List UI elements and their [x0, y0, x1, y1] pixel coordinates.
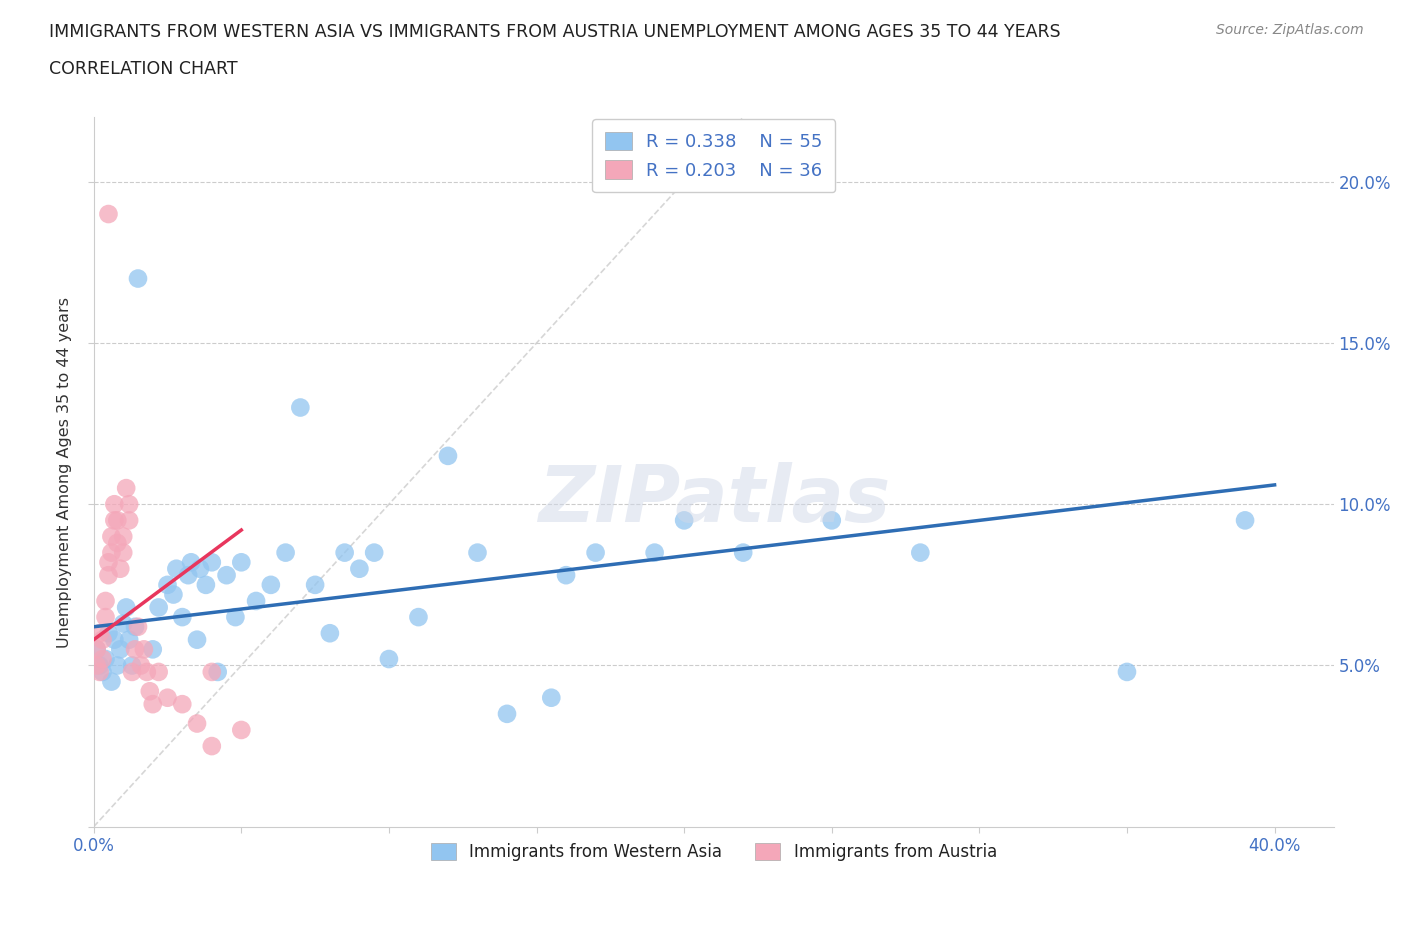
- Point: [97, 626, 120, 641]
- Point: [201, 738, 224, 753]
- Point: [333, 545, 356, 560]
- Point: [103, 513, 125, 528]
- Point: [224, 610, 246, 625]
- Point: [121, 665, 143, 680]
- Point: [177, 567, 200, 582]
- Text: CORRELATION CHART: CORRELATION CHART: [49, 60, 238, 78]
- Point: [673, 513, 696, 528]
- Point: [91, 652, 114, 667]
- Point: [89, 665, 111, 680]
- Point: [304, 578, 326, 592]
- Point: [165, 562, 187, 577]
- Point: [186, 716, 208, 731]
- Point: [408, 610, 430, 625]
- Point: [162, 587, 184, 602]
- Point: [437, 448, 460, 463]
- Point: [1234, 513, 1257, 528]
- Point: [274, 545, 297, 560]
- Point: [142, 642, 165, 657]
- Point: [378, 652, 401, 667]
- Point: [115, 600, 138, 615]
- Point: [124, 642, 146, 657]
- Point: [194, 578, 217, 592]
- Point: [201, 555, 224, 570]
- Point: [186, 632, 208, 647]
- Point: [100, 529, 122, 544]
- Point: [100, 545, 122, 560]
- Point: [363, 545, 385, 560]
- Point: [156, 578, 179, 592]
- Point: [555, 567, 578, 582]
- Point: [103, 632, 125, 647]
- Point: [349, 562, 371, 577]
- Point: [821, 513, 844, 528]
- Point: [112, 545, 135, 560]
- Point: [91, 632, 114, 647]
- Point: [260, 578, 283, 592]
- Point: [148, 600, 170, 615]
- Point: [467, 545, 489, 560]
- Point: [118, 632, 141, 647]
- Point: [91, 665, 114, 680]
- Point: [124, 619, 146, 634]
- Text: Source: ZipAtlas.com: Source: ZipAtlas.com: [1216, 23, 1364, 37]
- Point: [139, 684, 162, 698]
- Point: [644, 545, 666, 560]
- Y-axis label: Unemployment Among Ages 35 to 44 years: Unemployment Among Ages 35 to 44 years: [58, 297, 72, 647]
- Point: [127, 271, 149, 286]
- Point: [1116, 665, 1139, 680]
- Point: [585, 545, 607, 560]
- Point: [135, 665, 157, 680]
- Point: [94, 610, 117, 625]
- Point: [215, 567, 238, 582]
- Point: [132, 642, 155, 657]
- Point: [121, 658, 143, 673]
- Point: [172, 697, 194, 711]
- Point: [100, 674, 122, 689]
- Point: [105, 513, 128, 528]
- Point: [496, 707, 519, 722]
- Point: [118, 497, 141, 512]
- Point: [201, 665, 224, 680]
- Point: [89, 626, 111, 641]
- Point: [207, 665, 229, 680]
- Point: [180, 555, 202, 570]
- Point: [110, 642, 132, 657]
- Point: [290, 400, 312, 415]
- Point: [172, 610, 194, 625]
- Point: [94, 593, 117, 608]
- Point: [142, 697, 165, 711]
- Legend: Immigrants from Western Asia, Immigrants from Austria: Immigrants from Western Asia, Immigrants…: [423, 836, 1004, 868]
- Point: [231, 723, 253, 737]
- Point: [148, 665, 170, 680]
- Point: [245, 593, 267, 608]
- Point: [94, 652, 117, 667]
- Point: [115, 481, 138, 496]
- Point: [319, 626, 342, 641]
- Point: [540, 690, 562, 705]
- Text: IMMIGRANTS FROM WESTERN ASIA VS IMMIGRANTS FROM AUSTRIA UNEMPLOYMENT AMONG AGES : IMMIGRANTS FROM WESTERN ASIA VS IMMIGRAN…: [49, 23, 1062, 41]
- Point: [188, 562, 211, 577]
- Point: [86, 642, 108, 657]
- Point: [97, 206, 120, 221]
- Text: ZIPatlas: ZIPatlas: [537, 462, 890, 538]
- Point: [105, 658, 128, 673]
- Point: [733, 545, 755, 560]
- Point: [86, 658, 108, 673]
- Point: [910, 545, 932, 560]
- Point: [231, 555, 253, 570]
- Point: [110, 562, 132, 577]
- Point: [112, 616, 135, 631]
- Point: [89, 658, 111, 673]
- Point: [97, 567, 120, 582]
- Point: [105, 536, 128, 551]
- Point: [103, 497, 125, 512]
- Point: [129, 658, 152, 673]
- Point: [156, 690, 179, 705]
- Point: [118, 513, 141, 528]
- Point: [86, 642, 108, 657]
- Point: [112, 529, 135, 544]
- Point: [97, 555, 120, 570]
- Point: [127, 619, 149, 634]
